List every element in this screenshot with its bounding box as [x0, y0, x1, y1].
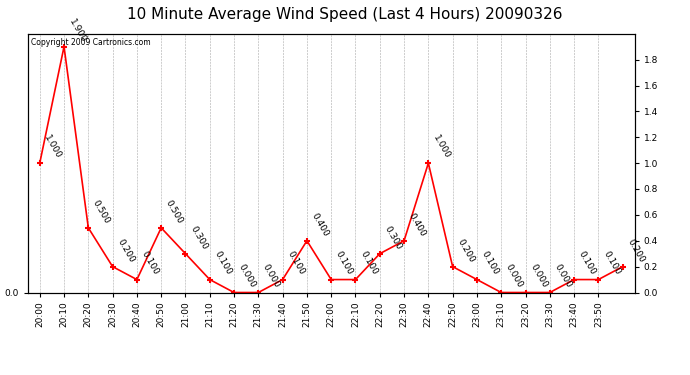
Text: 1.000: 1.000: [43, 134, 63, 160]
Text: 0.100: 0.100: [286, 250, 306, 277]
Text: 1.900: 1.900: [67, 17, 88, 44]
Text: 0.100: 0.100: [139, 250, 160, 277]
Text: 0.000: 0.000: [261, 263, 282, 290]
Text: 0.100: 0.100: [577, 250, 598, 277]
Text: 0.000: 0.000: [553, 263, 573, 290]
Text: 0.000: 0.000: [504, 263, 524, 290]
Text: Copyright 2009 Cartronics.com: Copyright 2009 Cartronics.com: [30, 38, 150, 46]
Text: 0.100: 0.100: [334, 250, 355, 277]
Text: 0.200: 0.200: [115, 237, 136, 264]
Text: 0.000: 0.000: [237, 263, 257, 290]
Text: 0.000: 0.000: [529, 263, 549, 290]
Text: 0.200: 0.200: [455, 237, 476, 264]
Text: 0.500: 0.500: [164, 198, 185, 225]
Text: 0.500: 0.500: [91, 198, 112, 225]
Text: 1.000: 1.000: [431, 134, 452, 160]
Text: 0.300: 0.300: [382, 224, 403, 251]
Text: 10 Minute Average Wind Speed (Last 4 Hours) 20090326: 10 Minute Average Wind Speed (Last 4 Hou…: [127, 8, 563, 22]
Text: 0.400: 0.400: [407, 211, 428, 238]
Text: 0.200: 0.200: [625, 237, 646, 264]
Text: 0.100: 0.100: [213, 250, 233, 277]
Text: 0.300: 0.300: [188, 224, 209, 251]
Text: 0.100: 0.100: [480, 250, 500, 277]
Text: 0.400: 0.400: [310, 211, 331, 238]
Text: 0.100: 0.100: [358, 250, 379, 277]
Text: 0.100: 0.100: [601, 250, 622, 277]
